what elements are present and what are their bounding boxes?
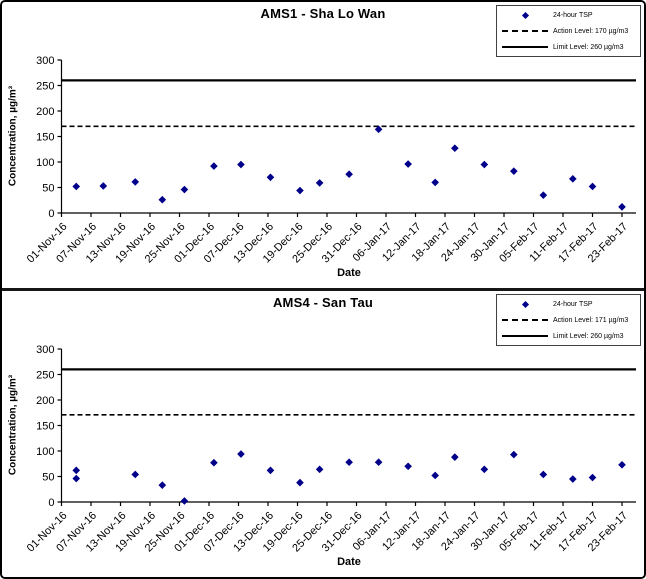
- svg-text:0: 0: [48, 497, 54, 509]
- legend-ams1: 24-hour TSP Action Level: 170 µg/m3 Limi…: [496, 5, 641, 57]
- svg-text:50: 50: [42, 183, 54, 195]
- y-axis-title-ams1: Concentration, µg/m³: [7, 85, 19, 187]
- legend-label-tsp: 24-hour TSP: [553, 300, 593, 308]
- x-axis-title-ams1: Date: [337, 267, 361, 279]
- svg-text:100: 100: [36, 157, 54, 169]
- legend-marker-cell: [497, 335, 553, 337]
- tsp-diamond-icon: [521, 300, 529, 308]
- plot-area-ams4: 05010015020025030001-Nov-1607-Nov-1613-N…: [25, 344, 636, 554]
- chart-panel-ams4: 0 50 100 150 200 250 300 01-Nov-16 07-Nov-16 13-N…: [2, 291, 644, 577]
- x-axis-title-ams4: Date: [337, 556, 361, 568]
- limit-level-line-icon: [502, 46, 548, 48]
- svg-text:250: 250: [36, 370, 54, 382]
- action-level-dash-icon: [502, 30, 548, 32]
- chart-panel-ams1: 0 50 100 150 200 250 300 01-Nov-16 07-Nov-16 13-N…: [2, 2, 644, 288]
- svg-text:200: 200: [36, 395, 54, 407]
- svg-text:300: 300: [36, 55, 54, 67]
- legend-label-limit-level: Limit Level: 260 µg/m3: [553, 43, 624, 51]
- legend-label-limit-level: Limit Level: 260 µg/m3: [553, 332, 624, 340]
- legend-item-limit-level: Limit Level: 260 µg/m3: [497, 329, 640, 343]
- svg-text:200: 200: [36, 106, 54, 118]
- svg-text:0: 0: [48, 208, 54, 220]
- legend-item-tsp: 24-hour TSP: [497, 297, 640, 311]
- svg-text:150: 150: [36, 132, 54, 144]
- legend-marker-cell: [497, 30, 553, 32]
- panel-divider: [2, 288, 644, 291]
- svg-text:100: 100: [36, 446, 54, 458]
- legend-marker-cell: [497, 46, 553, 48]
- svg-text:250: 250: [36, 81, 54, 93]
- svg-text:150: 150: [36, 421, 54, 433]
- chart-title-ams4: AMS4 - San Tau: [272, 295, 374, 310]
- plot-area-ams1: 05010015020025030001-Nov-1607-Nov-1613-N…: [25, 55, 636, 265]
- legend-item-action-level: Action Level: 170 µg/m3: [497, 24, 640, 38]
- action-level-dash-icon: [502, 319, 548, 321]
- chart-title-ams1: AMS1 - Sha Lo Wan: [260, 6, 386, 21]
- legend-marker-cell: [497, 11, 553, 19]
- y-axis-title-ams4: Concentration, µg/m³: [7, 374, 19, 476]
- legend-label-action-level: Action Level: 170 µg/m3: [553, 27, 629, 35]
- legend-ams4: 24-hour TSP Action Level: 171 µg/m3 Limi…: [496, 294, 641, 346]
- legend-label-tsp: 24-hour TSP: [553, 11, 593, 19]
- svg-text:300: 300: [36, 344, 54, 356]
- legend-item-limit-level: Limit Level: 260 µg/m3: [497, 40, 640, 54]
- legend-marker-cell: [497, 300, 553, 308]
- svg-text:50: 50: [42, 472, 54, 484]
- legend-marker-cell: [497, 319, 553, 321]
- legend-item-tsp: 24-hour TSP: [497, 8, 640, 22]
- limit-level-line-icon: [502, 335, 548, 337]
- legend-item-action-level: Action Level: 171 µg/m3: [497, 313, 640, 327]
- legend-label-action-level: Action Level: 171 µg/m3: [553, 316, 629, 324]
- tsp-diamond-icon: [521, 11, 529, 19]
